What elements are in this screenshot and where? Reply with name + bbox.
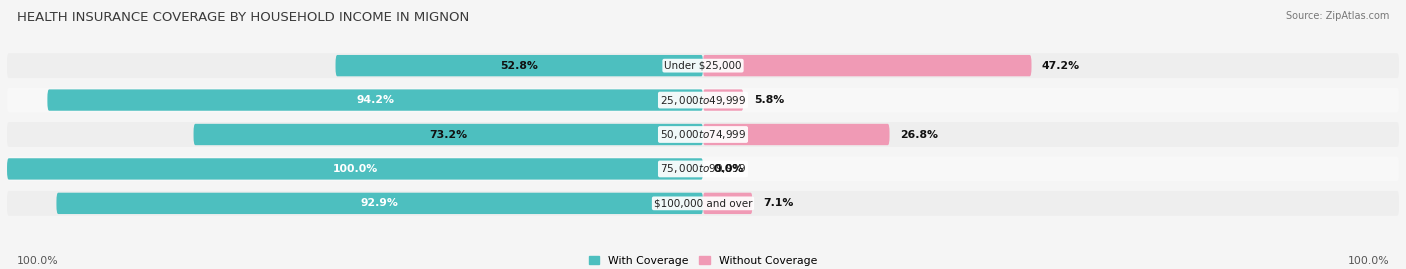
FancyBboxPatch shape — [48, 89, 703, 111]
Text: $75,000 to $99,999: $75,000 to $99,999 — [659, 162, 747, 175]
Text: 0.0%: 0.0% — [713, 164, 744, 174]
Text: 47.2%: 47.2% — [1042, 61, 1080, 71]
FancyBboxPatch shape — [7, 122, 1399, 147]
Text: $25,000 to $49,999: $25,000 to $49,999 — [659, 94, 747, 107]
Text: 100.0%: 100.0% — [332, 164, 378, 174]
Text: 73.2%: 73.2% — [429, 129, 467, 140]
Text: $50,000 to $74,999: $50,000 to $74,999 — [659, 128, 747, 141]
Text: 100.0%: 100.0% — [1347, 256, 1389, 266]
FancyBboxPatch shape — [7, 157, 1399, 181]
Text: 94.2%: 94.2% — [356, 95, 394, 105]
FancyBboxPatch shape — [7, 53, 1399, 78]
Text: 26.8%: 26.8% — [900, 129, 938, 140]
Legend: With Coverage, Without Coverage: With Coverage, Without Coverage — [585, 252, 821, 269]
Text: 100.0%: 100.0% — [17, 256, 59, 266]
Text: $100,000 and over: $100,000 and over — [654, 198, 752, 208]
Text: Under $25,000: Under $25,000 — [664, 61, 742, 71]
Text: Source: ZipAtlas.com: Source: ZipAtlas.com — [1285, 11, 1389, 21]
Text: 5.8%: 5.8% — [754, 95, 785, 105]
FancyBboxPatch shape — [703, 89, 744, 111]
FancyBboxPatch shape — [56, 193, 703, 214]
FancyBboxPatch shape — [7, 158, 703, 180]
FancyBboxPatch shape — [7, 88, 1399, 112]
Text: 7.1%: 7.1% — [763, 198, 793, 208]
FancyBboxPatch shape — [7, 191, 1399, 216]
Text: HEALTH INSURANCE COVERAGE BY HOUSEHOLD INCOME IN MIGNON: HEALTH INSURANCE COVERAGE BY HOUSEHOLD I… — [17, 11, 470, 24]
FancyBboxPatch shape — [703, 55, 1032, 76]
FancyBboxPatch shape — [336, 55, 703, 76]
Text: 52.8%: 52.8% — [501, 61, 538, 71]
FancyBboxPatch shape — [703, 124, 890, 145]
Text: 92.9%: 92.9% — [361, 198, 399, 208]
FancyBboxPatch shape — [703, 193, 752, 214]
FancyBboxPatch shape — [194, 124, 703, 145]
